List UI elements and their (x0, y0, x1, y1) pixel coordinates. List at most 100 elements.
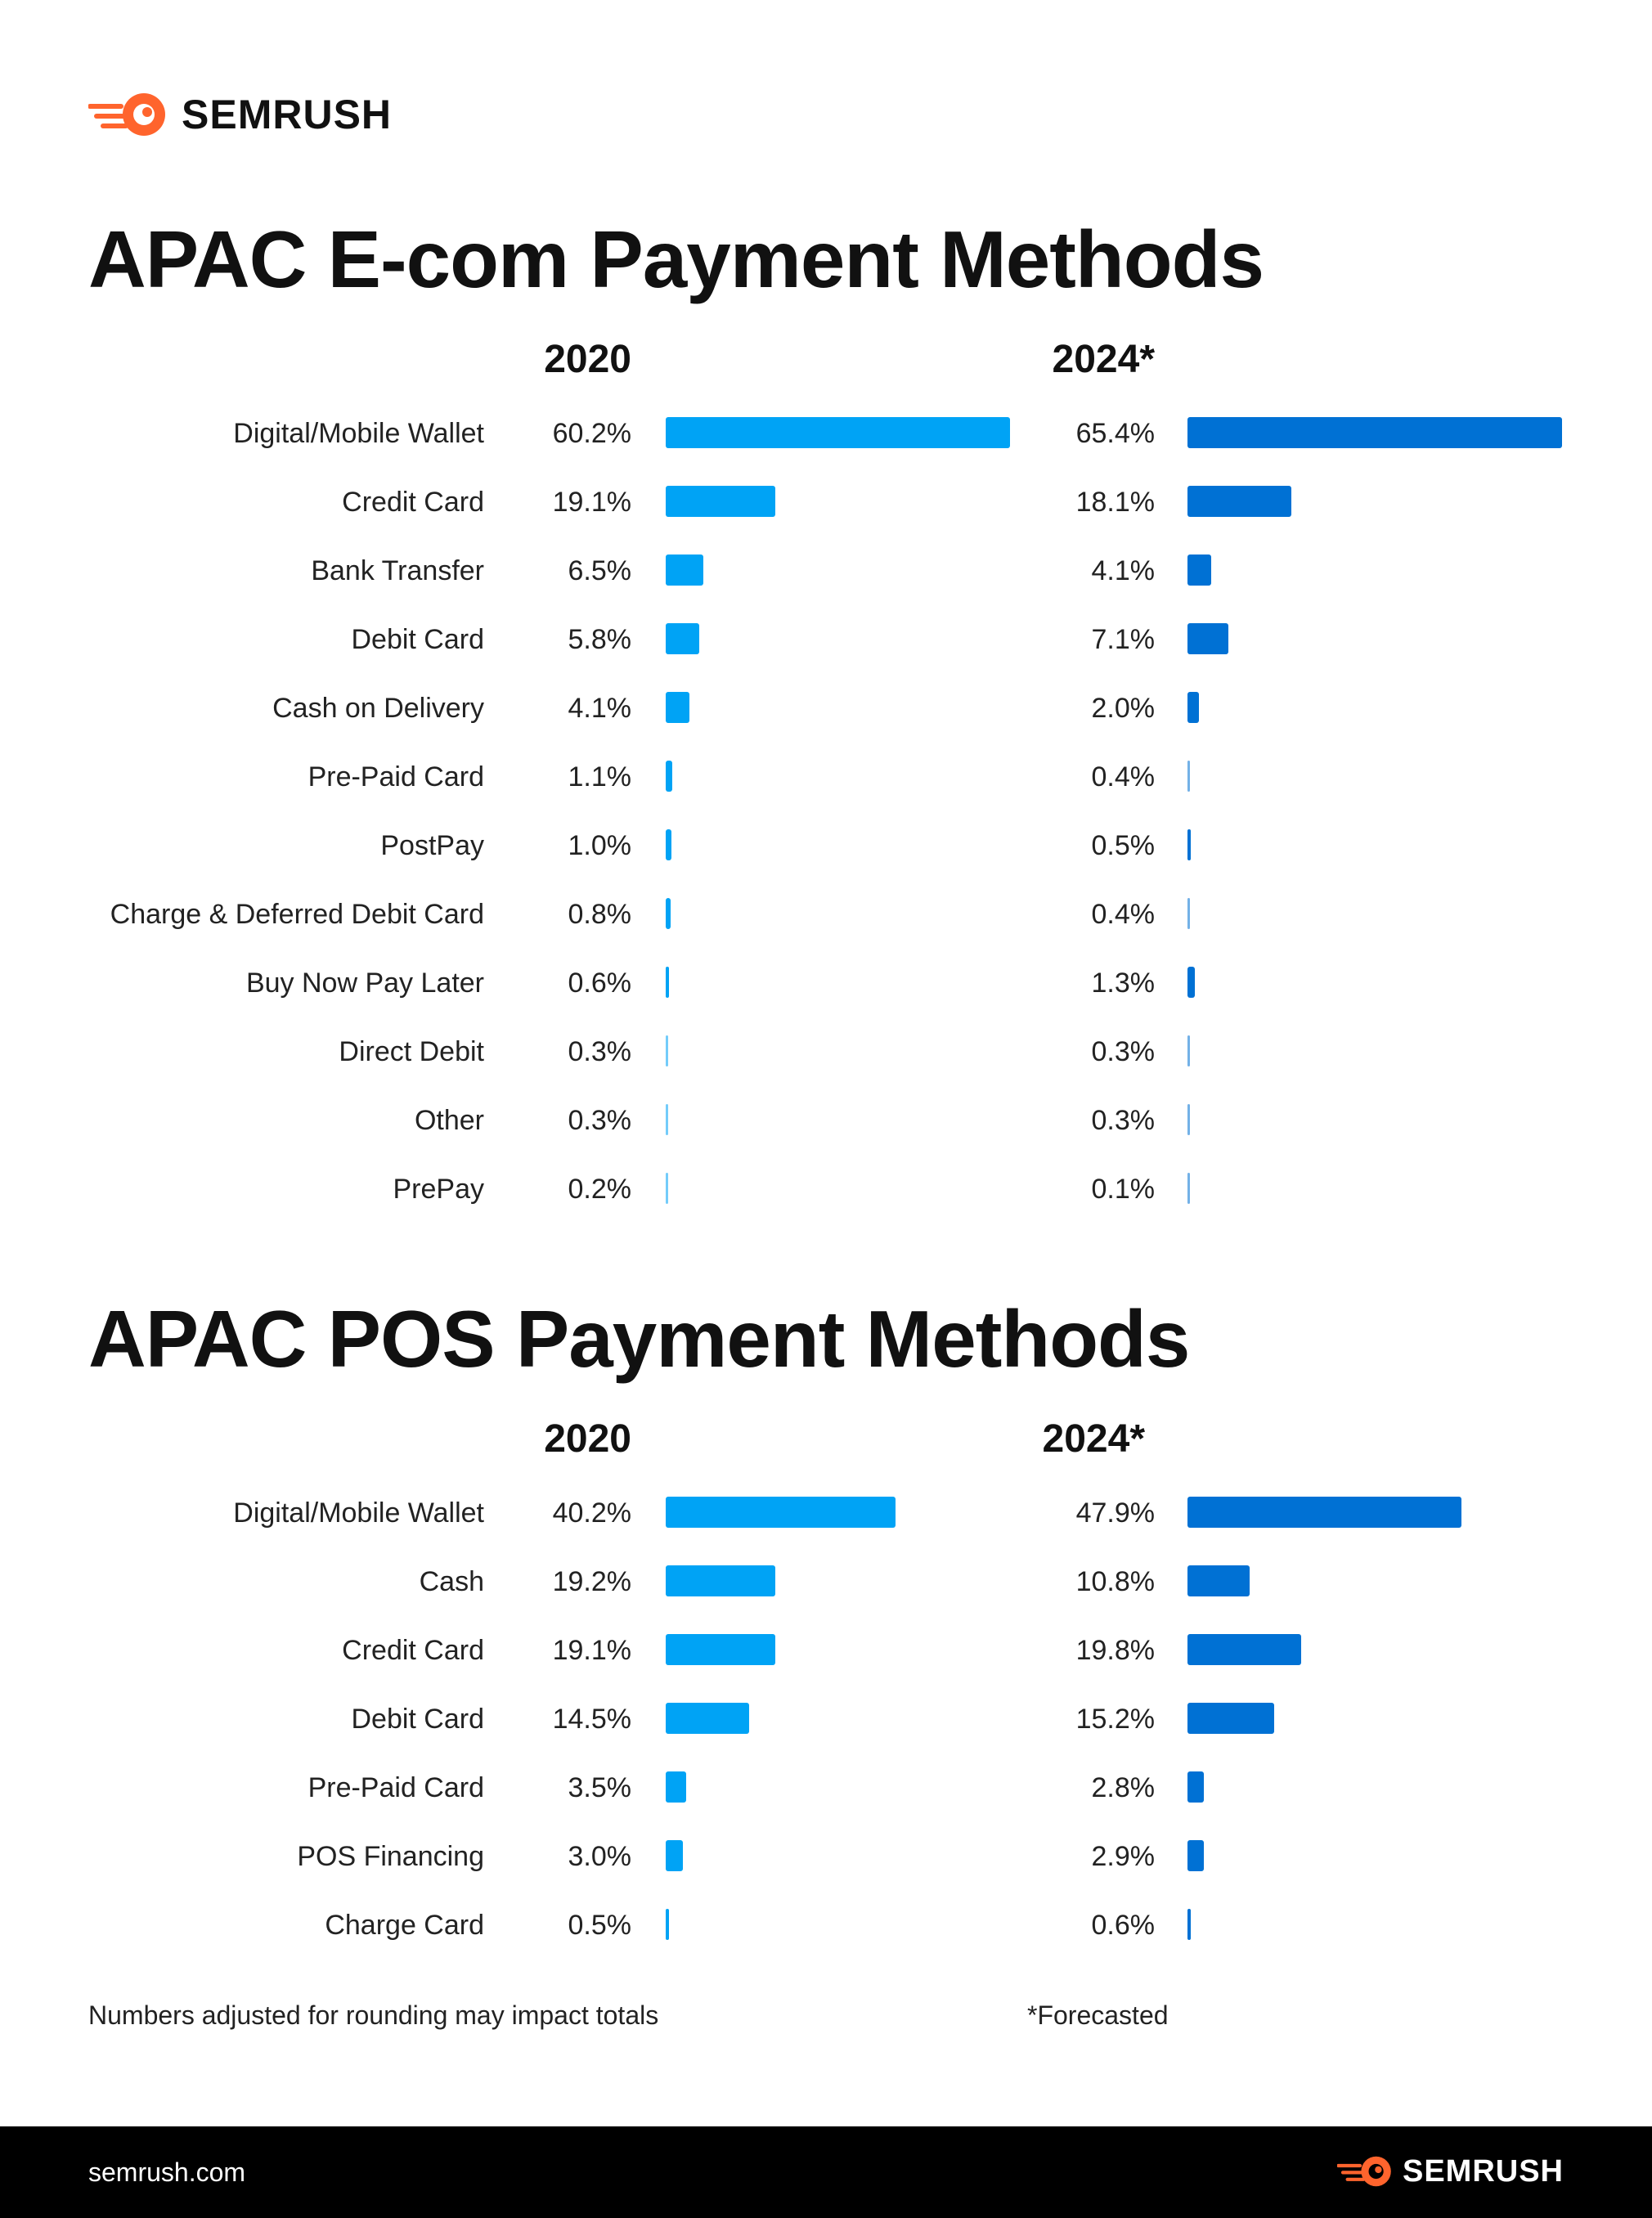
category-label: Buy Now Pay Later (245, 968, 484, 999)
year-label-pos-2024: 2024* (1042, 1417, 1145, 1461)
brand-wordmark: SEMRUSH (182, 92, 393, 137)
bar-2020 (666, 417, 1011, 448)
value-label-2020: 4.1% (568, 693, 632, 724)
value-label-2020: 0.5% (568, 1910, 632, 1941)
forecast-note: *Forecasted (1027, 2000, 1169, 2030)
bar-2020 (666, 1104, 668, 1135)
value-label-2024: 15.2% (1075, 1704, 1155, 1735)
bar-2024 (1187, 417, 1562, 448)
bar-2024 (1187, 898, 1190, 929)
bar-2020 (666, 1634, 775, 1665)
bar-2024 (1187, 1909, 1192, 1940)
value-label-2020: 3.5% (568, 1772, 632, 1803)
chart-row: Charge Card 0.5% 0.6% (0, 1891, 1652, 1960)
bar-2020 (666, 761, 672, 792)
category-label: Charge Card (325, 1910, 484, 1941)
category-label: Digital/Mobile Wallet (233, 1497, 484, 1529)
rounding-note: Numbers adjusted for rounding may impact… (88, 2000, 659, 2030)
category-label: Cash on Delivery (272, 693, 484, 724)
category-label: PrePay (393, 1174, 485, 1205)
chart-row: Bank Transfer 6.5% 4.1% (0, 537, 1652, 605)
value-label-2024: 18.1% (1075, 487, 1155, 518)
chart-row: Credit Card 19.1% 19.8% (0, 1616, 1652, 1685)
footer-site-link[interactable]: semrush.com (88, 2157, 246, 2187)
bar-2024 (1187, 554, 1211, 586)
bar-2024 (1187, 1634, 1301, 1665)
bar-2020 (666, 1497, 896, 1528)
bar-2024 (1187, 1840, 1205, 1871)
value-label-2024: 19.8% (1075, 1635, 1155, 1666)
bar-2020 (666, 1035, 668, 1066)
bar-2020 (666, 554, 703, 586)
category-label: Pre-Paid Card (308, 1772, 484, 1803)
bar-2024 (1187, 967, 1196, 998)
bar-2020 (666, 623, 699, 654)
value-label-2020: 19.1% (552, 487, 631, 518)
bar-2020 (666, 1565, 776, 1596)
value-label-2024: 0.4% (1091, 761, 1156, 792)
value-label-2020: 3.0% (568, 1841, 632, 1872)
category-label: Credit Card (342, 1635, 484, 1666)
value-label-2020: 0.8% (568, 899, 632, 930)
value-label-2020: 19.1% (552, 1635, 631, 1666)
value-label-2020: 1.1% (568, 761, 632, 792)
value-label-2020: 5.8% (568, 624, 632, 655)
category-label: Bank Transfer (311, 555, 484, 586)
bar-2020 (666, 829, 671, 860)
bar-2024 (1187, 1497, 1462, 1528)
value-label-2024: 7.1% (1091, 624, 1156, 655)
year-label-ecom-2020: 2020 (544, 338, 631, 381)
category-label: Charge & Deferred Debit Card (110, 899, 484, 930)
value-label-2024: 0.4% (1091, 899, 1156, 930)
bar-2020 (666, 898, 671, 929)
value-label-2020: 0.2% (568, 1174, 632, 1205)
value-label-2020: 60.2% (552, 418, 631, 449)
value-label-2024: 0.3% (1091, 1036, 1156, 1067)
brand-logo: SEMRUSH (88, 92, 392, 137)
chart-row: Charge & Deferred Debit Card 0.8% 0.4% (0, 880, 1652, 949)
semrush-logo-icon (88, 93, 165, 136)
category-label: Pre-Paid Card (308, 761, 484, 792)
value-label-2024: 1.3% (1091, 968, 1156, 999)
bar-2020 (666, 1771, 686, 1803)
chart-row: Pre-Paid Card 1.1% 0.4% (0, 743, 1652, 811)
chart-row: Other 0.3% 0.3% (0, 1086, 1652, 1155)
value-label-2020: 40.2% (552, 1497, 631, 1529)
bar-2024 (1187, 1104, 1190, 1135)
value-label-2020: 0.3% (568, 1036, 632, 1067)
chart-title-pos: APAC POS Payment Methods (88, 1294, 1190, 1384)
chart-row: Digital/Mobile Wallet 60.2% 65.4% (0, 399, 1652, 468)
value-label-2024: 0.1% (1091, 1174, 1156, 1205)
category-label: Debit Card (351, 1704, 484, 1735)
year-label-pos-2020: 2020 (544, 1417, 631, 1461)
value-label-2020: 19.2% (552, 1566, 631, 1597)
bar-2024 (1187, 692, 1199, 723)
chart-row: Cash 19.2% 10.8% (0, 1547, 1652, 1616)
bar-2024 (1187, 623, 1228, 654)
bar-2020 (666, 1840, 683, 1871)
value-label-2024: 2.8% (1091, 1772, 1156, 1803)
bar-2024 (1187, 1703, 1275, 1734)
value-label-2024: 0.5% (1091, 830, 1156, 861)
chart-row: Direct Debit 0.3% 0.3% (0, 1017, 1652, 1086)
value-label-2020: 14.5% (552, 1704, 631, 1735)
bar-2020 (666, 1173, 668, 1204)
chart-row: Cash on Delivery 4.1% 2.0% (0, 674, 1652, 743)
bar-2020 (666, 486, 775, 517)
value-label-2024: 2.0% (1091, 693, 1156, 724)
bar-2024 (1187, 1771, 1204, 1803)
value-label-2020: 0.3% (568, 1105, 632, 1136)
bar-2020 (666, 967, 670, 998)
category-label: PostPay (380, 830, 484, 861)
category-label: Cash (419, 1566, 484, 1597)
category-label: Credit Card (342, 487, 484, 518)
chart-row: Digital/Mobile Wallet 40.2% 47.9% (0, 1479, 1652, 1547)
category-label: Digital/Mobile Wallet (233, 418, 484, 449)
year-label-ecom-2024: 2024* (1052, 338, 1155, 381)
value-label-2024: 4.1% (1091, 555, 1156, 586)
chart-row: Debit Card 5.8% 7.1% (0, 605, 1652, 674)
bar-2024 (1187, 486, 1291, 517)
chart-row: Credit Card 19.1% 18.1% (0, 468, 1652, 537)
bar-2024 (1187, 1173, 1190, 1204)
footer-wordmark: SEMRUSH (1402, 2154, 1564, 2189)
